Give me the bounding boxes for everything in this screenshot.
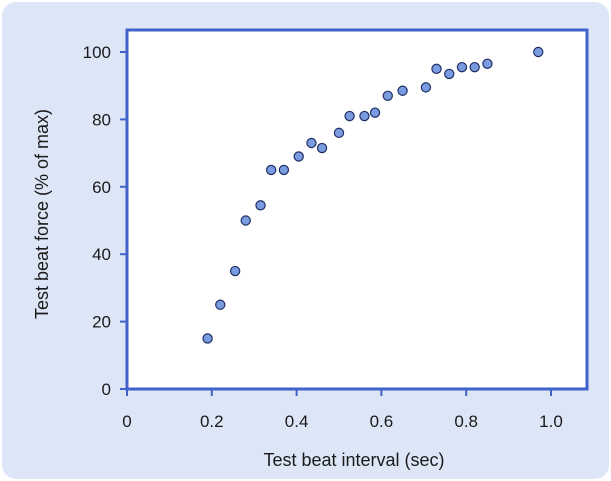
data-point	[333, 127, 345, 139]
y-tick-label: 40	[92, 245, 111, 264]
y-tick-label: 0	[102, 380, 111, 399]
data-point	[482, 58, 493, 69]
x-tick-label: 0.4	[285, 412, 309, 431]
data-points	[202, 46, 544, 344]
data-point	[533, 46, 544, 58]
data-point	[456, 61, 468, 73]
data-point	[278, 164, 290, 176]
data-point	[306, 137, 317, 149]
data-point	[229, 265, 241, 277]
data-point	[240, 215, 251, 226]
y-tick-label: 60	[92, 178, 111, 197]
plot-area	[125, 28, 589, 391]
data-point	[293, 151, 304, 162]
data-point	[359, 110, 370, 122]
y-tick-label: 100	[83, 43, 111, 62]
data-point	[344, 110, 355, 122]
data-point	[397, 85, 408, 96]
data-point	[215, 299, 226, 310]
y-tick-label: 80	[92, 110, 111, 129]
axis-ticks: 0 0.2 0.4 0.6 0.8 1.0 0 20 40 60 80 100	[83, 43, 563, 431]
x-axis-title: Test beat interval (sec)	[263, 450, 444, 470]
data-point	[202, 333, 213, 344]
y-axis-title: Test beat force (% of max)	[32, 109, 52, 319]
data-point	[316, 142, 328, 154]
data-point	[444, 68, 455, 80]
data-point	[420, 82, 432, 93]
data-point	[382, 90, 393, 102]
data-point	[431, 63, 442, 75]
data-point	[265, 164, 277, 176]
x-tick-label: 0.8	[454, 412, 478, 431]
x-tick-label: 0.2	[200, 412, 224, 431]
data-point	[255, 200, 266, 211]
data-point	[369, 107, 381, 118]
y-tick-label: 20	[92, 313, 111, 332]
x-tick-label: 0.6	[370, 412, 394, 431]
x-tick-label: 1.0	[539, 412, 563, 431]
data-point	[469, 61, 480, 73]
x-tick-label: 0	[122, 412, 131, 431]
